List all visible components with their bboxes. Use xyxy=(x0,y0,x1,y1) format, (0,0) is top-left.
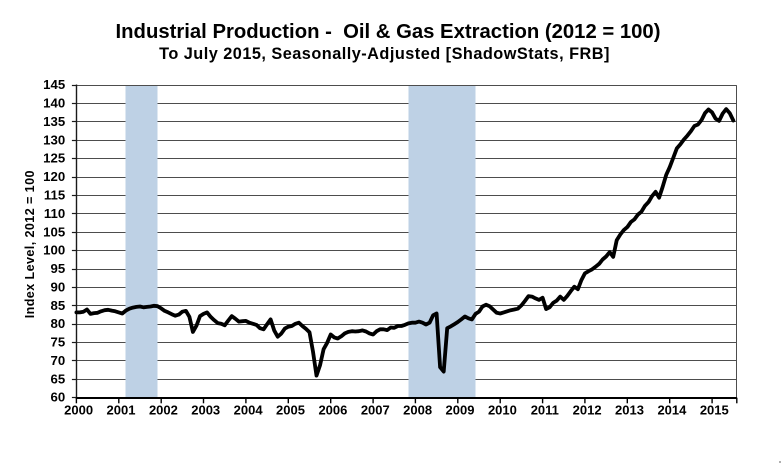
svg-text:2014: 2014 xyxy=(657,403,687,418)
svg-text:2007: 2007 xyxy=(361,403,390,418)
svg-text:110: 110 xyxy=(44,206,65,221)
svg-text:95: 95 xyxy=(51,261,66,276)
svg-text:2005: 2005 xyxy=(276,403,305,418)
svg-text:60: 60 xyxy=(51,390,66,405)
svg-text:2015: 2015 xyxy=(700,403,729,418)
svg-text:85: 85 xyxy=(51,298,66,313)
svg-text:100: 100 xyxy=(43,243,65,258)
svg-text:75: 75 xyxy=(51,335,66,350)
svg-text:90: 90 xyxy=(51,279,66,294)
svg-text:130: 130 xyxy=(43,132,65,147)
svg-text:145: 145 xyxy=(43,77,65,92)
svg-text:2010: 2010 xyxy=(488,403,517,418)
svg-text:2004: 2004 xyxy=(234,403,264,418)
svg-text:2003: 2003 xyxy=(191,403,220,418)
svg-text:70: 70 xyxy=(51,353,66,368)
svg-text:2006: 2006 xyxy=(318,403,347,418)
svg-text:80: 80 xyxy=(51,316,66,331)
svg-text:105: 105 xyxy=(43,224,65,239)
svg-text:Index Level, 2012 = 100: Index Level, 2012 = 100 xyxy=(23,170,37,318)
svg-text:2009: 2009 xyxy=(446,403,475,418)
svg-text:125: 125 xyxy=(43,151,65,166)
svg-text:2002: 2002 xyxy=(149,403,178,418)
svg-text:2001: 2001 xyxy=(107,403,136,418)
svg-text:65: 65 xyxy=(51,371,66,386)
svg-text:120: 120 xyxy=(43,169,65,184)
svg-text:140: 140 xyxy=(43,96,65,111)
svg-text:115: 115 xyxy=(44,188,65,203)
svg-text:135: 135 xyxy=(43,114,65,129)
svg-text:2008: 2008 xyxy=(403,403,432,418)
svg-text:2012: 2012 xyxy=(573,403,602,418)
svg-text:2011: 2011 xyxy=(531,403,559,418)
svg-text:2013: 2013 xyxy=(615,403,644,418)
svg-text:2000: 2000 xyxy=(64,403,93,418)
